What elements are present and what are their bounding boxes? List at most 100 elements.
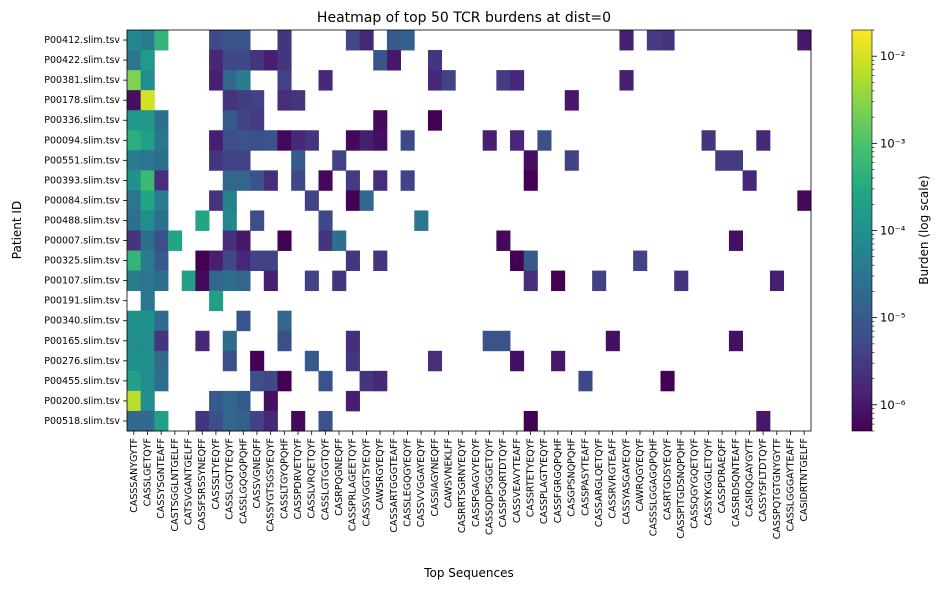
heatmap-cell bbox=[222, 390, 237, 412]
heatmap-cell bbox=[373, 110, 388, 131]
x-tick-label: CASRPQGNEQFF bbox=[334, 438, 345, 516]
heatmap-cell bbox=[400, 130, 415, 151]
x-tick-label: CASSLGGGAYTEAFF bbox=[785, 438, 796, 531]
heatmap-cell bbox=[140, 410, 155, 432]
heatmap-cell bbox=[332, 270, 347, 292]
heatmap-cell bbox=[127, 210, 142, 231]
chart-title: Heatmap of top 50 TCR burdens at dist=0 bbox=[317, 10, 611, 26]
heatmap-cell bbox=[564, 90, 579, 111]
heatmap-cell bbox=[236, 150, 251, 171]
heatmap-cell bbox=[209, 190, 224, 211]
heatmap-cell bbox=[277, 370, 292, 392]
heatmap-cell bbox=[236, 390, 251, 412]
heatmap-cell bbox=[386, 50, 401, 71]
heatmap-cell bbox=[345, 130, 360, 151]
colorbar-label: Burden (log scale) bbox=[917, 175, 931, 284]
heatmap-cell bbox=[619, 70, 634, 91]
heatmap-cell bbox=[222, 90, 237, 111]
heatmap-cell bbox=[140, 330, 155, 352]
heatmap-cell bbox=[318, 210, 333, 231]
heatmap-cell bbox=[510, 70, 525, 91]
heatmap-cell bbox=[250, 210, 265, 231]
heatmap-cell bbox=[660, 30, 675, 51]
y-tick-label: P00336.slim.tsv bbox=[44, 115, 120, 126]
heatmap-cell bbox=[236, 310, 251, 332]
x-tick-label: CASRTGDSYEQYF bbox=[662, 438, 673, 520]
heatmap-cell bbox=[222, 210, 237, 231]
heatmap-cells bbox=[127, 30, 812, 432]
heatmap-cell bbox=[209, 250, 224, 271]
x-tick-label: CASSLVRQETQYF bbox=[307, 438, 318, 519]
y-tick-label: P00518.slim.tsv bbox=[44, 416, 120, 427]
x-tick-label: CASSLEGQGYEQYF bbox=[402, 438, 413, 527]
x-tick-label: CASSRDSQNTEAFF bbox=[731, 438, 742, 527]
colorbar-ticks: 10⁻² 10⁻³ 10⁻⁴ 10⁻⁵ 10⁻⁶ bbox=[872, 29, 906, 432]
y-tick-label: P00393.slim.tsv bbox=[44, 175, 120, 186]
y-tick-label: P00084.slim.tsv bbox=[44, 195, 120, 206]
y-tick-label: P00178.slim.tsv bbox=[44, 95, 120, 106]
y-tick-label: P00551.slim.tsv bbox=[44, 155, 120, 166]
heatmap-cell bbox=[209, 150, 224, 171]
y-tick-label: P00488.slim.tsv bbox=[44, 215, 120, 226]
heatmap-cell bbox=[140, 270, 155, 292]
colorbar-tick-label: 10⁻⁶ bbox=[880, 398, 906, 412]
heatmap-cell bbox=[222, 70, 237, 91]
heatmap-cell bbox=[209, 30, 224, 51]
heatmap-cell bbox=[263, 170, 278, 191]
heatmap-cell bbox=[250, 350, 265, 372]
heatmap-cell bbox=[236, 90, 251, 111]
heatmap-cell bbox=[140, 110, 155, 131]
heatmap-cell bbox=[140, 130, 155, 151]
heatmap-cell bbox=[359, 190, 374, 211]
heatmap-cell bbox=[291, 90, 306, 111]
x-tick-label: CAWSRGYEQYF bbox=[375, 438, 386, 510]
heatmap-cell bbox=[304, 270, 319, 292]
heatmap-cell bbox=[140, 90, 155, 111]
heatmap-cell bbox=[332, 230, 347, 251]
heatmap-cell bbox=[140, 150, 155, 171]
heatmap-cell bbox=[304, 350, 319, 372]
heatmap-cell bbox=[523, 150, 538, 171]
heatmap-cell bbox=[742, 170, 757, 191]
x-tick-label: CASSFGRGQPQHF bbox=[553, 438, 564, 523]
heatmap-cell bbox=[250, 170, 265, 191]
heatmap-cell bbox=[236, 30, 251, 51]
heatmap-cell bbox=[345, 330, 360, 352]
heatmap-cell bbox=[605, 330, 620, 352]
x-tick-label: CASTSGGLNTGELFF bbox=[170, 438, 181, 532]
heatmap-cell bbox=[359, 370, 374, 392]
heatmap-cell bbox=[633, 250, 648, 271]
x-tick-label: CASSPRLAGEETQYF bbox=[348, 438, 359, 531]
colorbar-tick-label: 10⁻³ bbox=[880, 136, 906, 150]
x-tick-label: CASSFSRSSYNEQFF bbox=[197, 438, 208, 531]
x-tick-label: CASSQDPSGGETQYF bbox=[485, 438, 496, 535]
y-tick-label: P00191.slim.tsv bbox=[44, 296, 120, 307]
heatmap-cell bbox=[427, 50, 443, 71]
x-tick-label: CAWRQGYEQYF bbox=[635, 438, 646, 512]
heatmap-cell bbox=[127, 130, 142, 151]
y-tick-label: P00276.slim.tsv bbox=[44, 356, 120, 367]
heatmap-cell bbox=[674, 270, 689, 292]
heatmap-cell bbox=[236, 250, 251, 271]
heatmap-cell bbox=[222, 170, 237, 191]
heatmap-cell bbox=[373, 50, 388, 71]
heatmap-cell bbox=[127, 110, 142, 131]
y-tick-label: P00381.slim.tsv bbox=[44, 75, 120, 86]
heatmap-cell bbox=[414, 210, 429, 231]
x-tick-label: CATSVGANTGELFF bbox=[184, 438, 195, 525]
heatmap-cell bbox=[195, 410, 210, 432]
x-tick-label: CASSRTETYEQYF bbox=[526, 438, 537, 517]
heatmap-cell bbox=[250, 370, 265, 392]
heatmap-cell bbox=[250, 130, 265, 151]
heatmap-cell bbox=[496, 330, 511, 352]
heatmap-cell bbox=[359, 130, 374, 151]
heatmap-cell bbox=[769, 270, 785, 292]
heatmap-cell bbox=[728, 230, 743, 251]
heatmap-cell bbox=[154, 350, 169, 372]
y-tick-label: P00412.slim.tsv bbox=[44, 35, 120, 46]
heatmap-cell bbox=[236, 70, 251, 91]
heatmap-cell bbox=[263, 370, 278, 392]
heatmap-cell bbox=[195, 250, 210, 271]
heatmap-cell bbox=[127, 370, 142, 392]
x-tick-label: CASSVGGTSYEQYF bbox=[361, 438, 372, 526]
